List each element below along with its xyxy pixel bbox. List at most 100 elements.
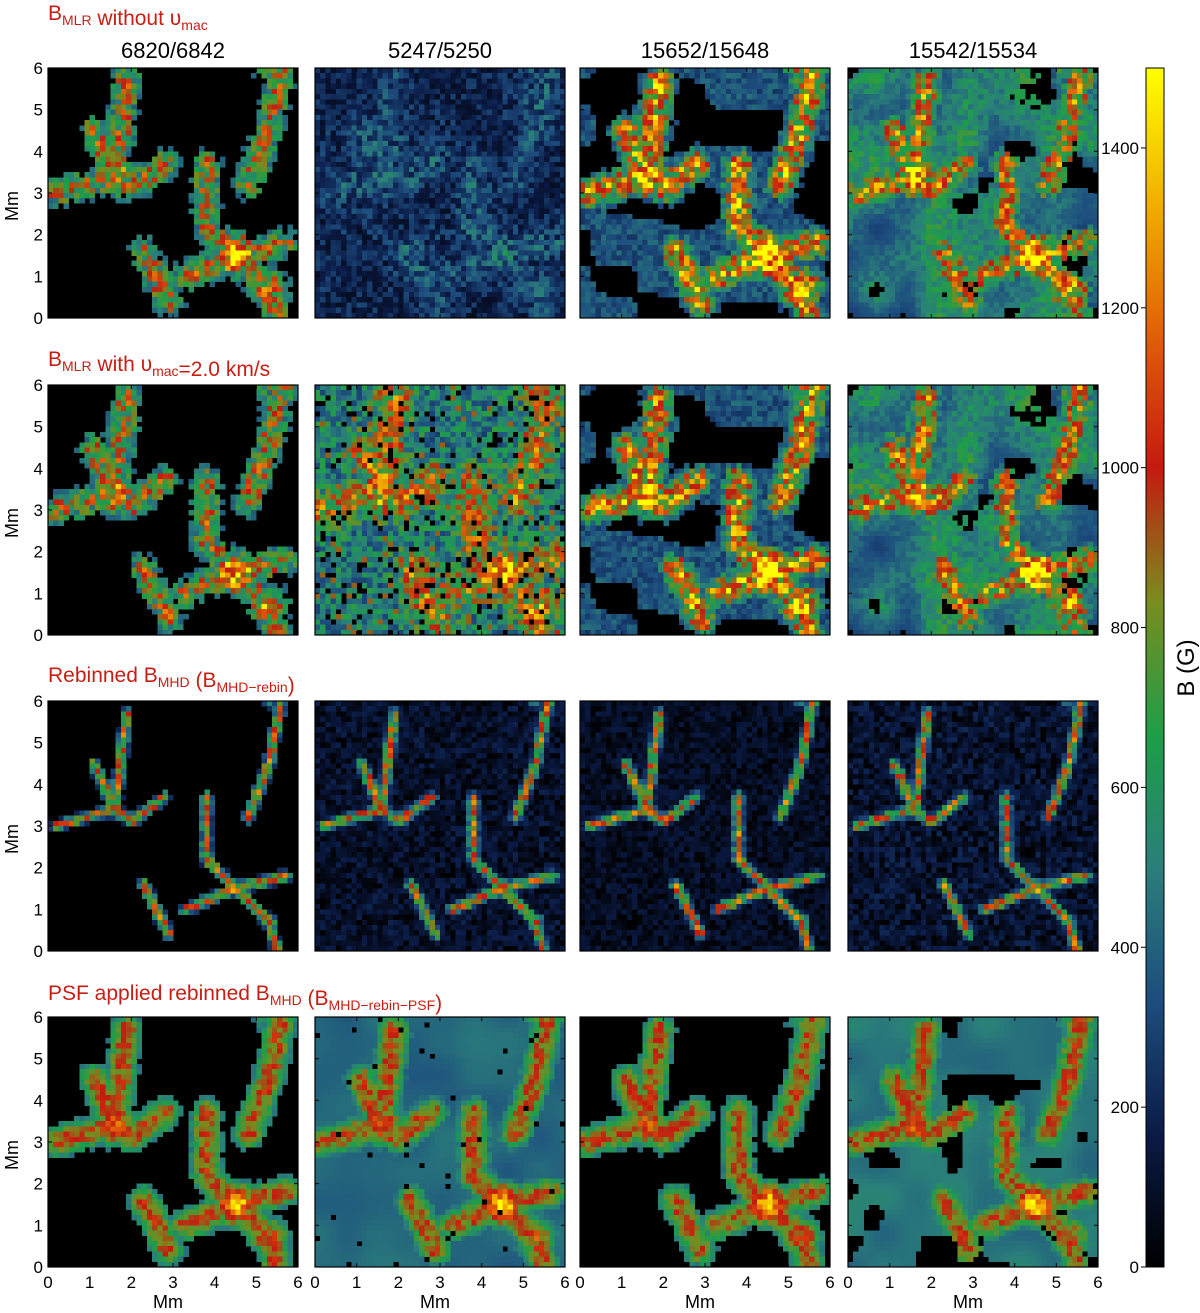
y-tick-label: 3	[34, 501, 43, 520]
x-tick-label: 2	[127, 1273, 136, 1292]
y-tick-label: 3	[34, 184, 43, 203]
column-title: 15542/15534	[909, 38, 1037, 63]
y-tick-label: 4	[34, 775, 43, 794]
y-tick-label: 2	[34, 543, 43, 562]
y-axis-label: Mm	[2, 1140, 22, 1170]
y-tick-label: 3	[34, 1133, 43, 1152]
panel-mlr-without-vmac-6820-6842: 0 1 2 3 4 5 6 Mm	[2, 59, 298, 328]
x-tick-label: 3	[968, 1273, 977, 1292]
x-axis-label: Mm	[420, 1292, 450, 1312]
x-tick-label: 0	[843, 1273, 852, 1292]
y-tick-label: 0	[34, 626, 43, 645]
y-tick-label: 5	[34, 1050, 43, 1069]
heatmap-cells	[580, 701, 830, 951]
colorbar-tick-label: 1400	[1101, 139, 1139, 158]
panel-mlr-with-vmac-15542-15534	[848, 385, 1098, 635]
x-tick-label: 0	[575, 1273, 584, 1292]
panel-rebinned-mhd-15542-15534	[848, 701, 1098, 951]
y-tick-label: 2	[34, 859, 43, 878]
colorbar-tick-label: 200	[1111, 1098, 1139, 1117]
panel-psf-rebinned-mhd-15542-15534: 0 1 2 3 4 5 6Mm	[843, 1017, 1102, 1312]
y-tick-label: 2	[34, 226, 43, 245]
x-tick-label: 0	[43, 1273, 52, 1292]
y-tick-label: 1	[34, 267, 43, 286]
x-tick-label: 6	[560, 1273, 569, 1292]
x-tick-label: 2	[927, 1273, 936, 1292]
colorbar-tick-label: 1000	[1101, 459, 1139, 478]
x-tick-label: 2	[394, 1273, 403, 1292]
x-tick-label: 6	[293, 1273, 302, 1292]
x-tick-label: 1	[617, 1273, 626, 1292]
row-title-rebinned-mhd: Rebinned BMHD (BMHD−rebin)	[48, 664, 295, 697]
panel-mlr-without-vmac-5247-5250	[315, 68, 565, 318]
heatmap-cells	[315, 701, 565, 951]
colorbar-label: B (G)	[1173, 639, 1200, 696]
heatmap-cells	[848, 385, 1098, 635]
y-tick-label: 5	[34, 101, 43, 120]
x-tick-label: 6	[825, 1273, 834, 1292]
y-tick-label: 1	[34, 900, 43, 919]
panel-mlr-with-vmac-15652-15648	[580, 385, 830, 635]
x-tick-label: 1	[885, 1273, 894, 1292]
x-tick-label: 4	[477, 1273, 486, 1292]
y-tick-label: 0	[34, 1258, 43, 1277]
y-tick-label: 0	[34, 309, 43, 328]
heatmap-cells	[848, 68, 1098, 318]
panel-mlr-with-vmac-6820-6842: 0 1 2 3 4 5 6 Mm	[2, 376, 298, 645]
x-tick-label: 5	[784, 1273, 793, 1292]
panel-rebinned-mhd-5247-5250	[315, 701, 565, 951]
x-tick-label: 1	[85, 1273, 94, 1292]
y-tick-label: 2	[34, 1175, 43, 1194]
x-tick-label: 6	[1093, 1273, 1102, 1292]
x-tick-label: 4	[742, 1273, 751, 1292]
y-tick-label: 6	[34, 59, 43, 78]
x-tick-label: 3	[435, 1273, 444, 1292]
y-tick-label: 4	[34, 142, 43, 161]
colorbar-tick-label: 400	[1111, 938, 1139, 957]
y-axis-label: Mm	[2, 508, 22, 538]
x-tick-label: 5	[519, 1273, 528, 1292]
y-tick-label: 1	[34, 584, 43, 603]
y-tick-label: 1	[34, 1216, 43, 1235]
x-tick-label: 4	[210, 1273, 219, 1292]
y-axis-label: Mm	[2, 824, 22, 854]
colorbar-tick-label: 0	[1130, 1258, 1139, 1277]
x-axis-label: Mm	[953, 1292, 983, 1312]
panel-psf-rebinned-mhd-5247-5250: 0 1 2 3 4 5 6 Mm	[310, 1017, 569, 1312]
heatmap-cells	[315, 68, 565, 318]
x-axis-label: Mm	[153, 1292, 183, 1312]
x-tick-label: 5	[252, 1273, 261, 1292]
x-tick-label: 2	[659, 1273, 668, 1292]
heatmap-cells	[848, 701, 1098, 951]
x-axis-label: Mm	[685, 1292, 715, 1312]
heatmap-cells	[848, 1017, 1098, 1267]
row-title-mlr-without-vmac: BMLR without υmac	[48, 2, 208, 33]
row-title-mlr-with-vmac: BMLR with υmac=2.0 km/s	[48, 348, 270, 381]
x-tick-label: 0	[310, 1273, 319, 1292]
column-title: 6820/6842	[121, 38, 225, 63]
panel-mlr-without-vmac-15652-15648	[580, 68, 830, 318]
x-tick-label: 1	[352, 1273, 361, 1292]
y-tick-label: 6	[34, 1008, 43, 1027]
column-titles: 6820/6842 5247/5250 15652/15648 15542/15534	[121, 38, 1037, 63]
panel-mlr-with-vmac-5247-5250	[315, 385, 565, 635]
panel-rebinned-mhd-15652-15648	[580, 701, 830, 951]
y-tick-label: 5	[34, 418, 43, 437]
y-tick-label: 6	[34, 376, 43, 395]
colorbar-gradient	[1146, 68, 1164, 1267]
panel-mlr-without-vmac-15542-15534	[848, 68, 1098, 318]
colorbar-tick-label: 1200	[1101, 299, 1139, 318]
row-title-psf-rebinned-mhd: PSF applied rebinned BMHD (BMHD−rebin−PS…	[48, 982, 442, 1015]
column-title: 15652/15648	[641, 38, 769, 63]
y-tick-label: 4	[34, 459, 43, 478]
y-tick-label: 5	[34, 734, 43, 753]
x-tick-label: 3	[700, 1273, 709, 1292]
panel-psf-rebinned-mhd-15652-15648: 0 1 2 3 4 5 6 Mm	[575, 1017, 834, 1312]
y-tick-label: 0	[34, 942, 43, 961]
x-tick-label: 5	[1052, 1273, 1061, 1292]
column-title: 5247/5250	[388, 38, 492, 63]
y-axis-label: Mm	[2, 191, 22, 221]
